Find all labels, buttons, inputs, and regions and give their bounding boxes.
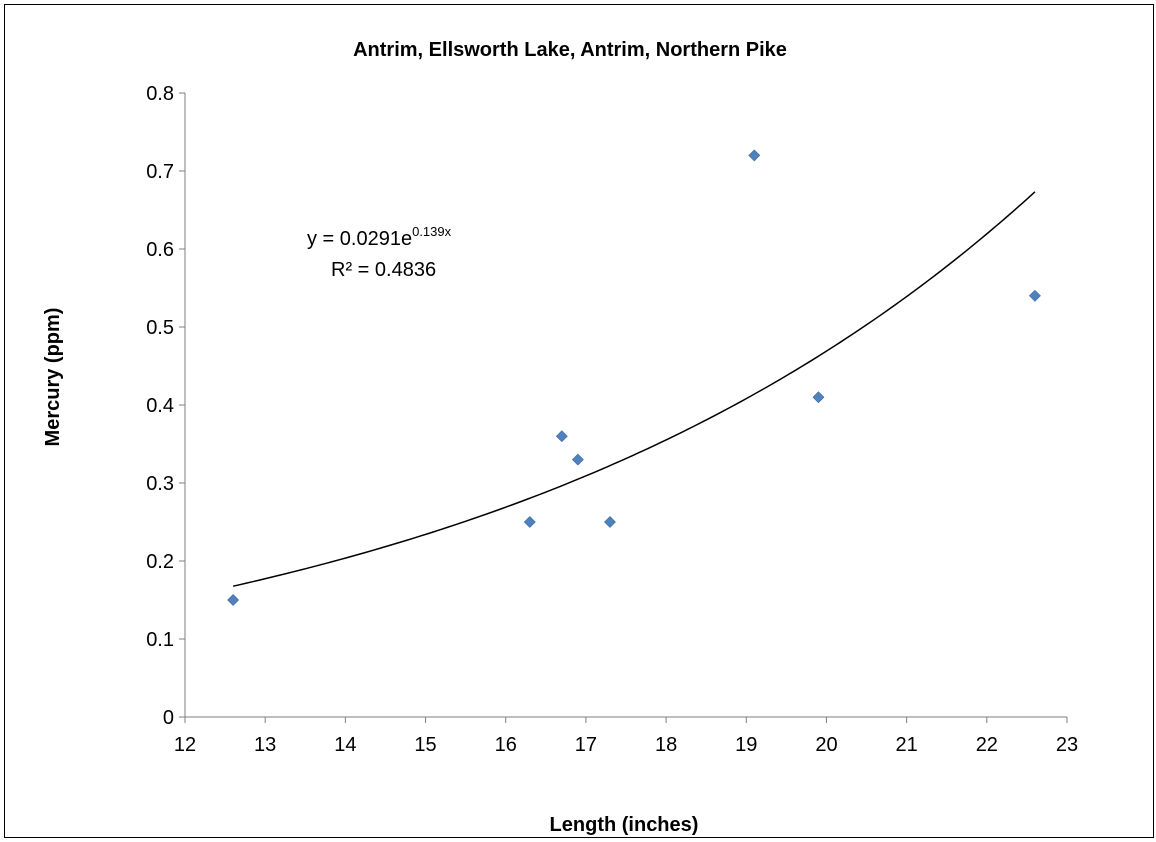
x-tick-label: 18 [655, 734, 677, 756]
data-point [524, 517, 535, 528]
y-axis: 0 0.1 0.2 0.3 0.4 0.5 0.6 0.7 0.8 [146, 83, 185, 729]
y-tick-label: 0.4 [146, 395, 174, 417]
y-tick-label: 0.8 [146, 83, 174, 105]
y-tick-label: 0.7 [146, 161, 174, 183]
x-tick-label: 19 [735, 734, 757, 756]
scatter-chart: Antrim, Ellsworth Lake, Antrim, Northern… [5, 5, 1155, 839]
y-tick-label: 0.1 [146, 629, 174, 651]
x-tick-label: 14 [334, 734, 356, 756]
x-tick-label: 16 [495, 734, 517, 756]
y-tick-label: 0.6 [146, 239, 174, 261]
equation-exponent: 0.139x [412, 224, 452, 239]
y-tick-label: 0.5 [146, 317, 174, 339]
x-tick-label: 17 [575, 734, 597, 756]
y-tick-label: 0.3 [146, 473, 174, 495]
data-point [604, 517, 615, 528]
data-point [1029, 290, 1040, 301]
x-axis-title: Length (inches) [550, 814, 699, 836]
data-point [813, 392, 824, 403]
x-tick-label: 20 [815, 734, 837, 756]
data-points [228, 150, 1041, 606]
x-tick-label: 13 [254, 734, 276, 756]
equation-base: y = 0.0291e [307, 228, 412, 250]
data-point [749, 150, 760, 161]
x-tick-label: 12 [174, 734, 196, 756]
y-tick-label: 0.2 [146, 551, 174, 573]
x-tick-label: 22 [976, 734, 998, 756]
x-axis: 12 13 14 15 16 17 18 19 20 21 22 23 [174, 717, 1078, 756]
r-squared-label: R² = 0.4836 [331, 259, 436, 281]
x-tick-label: 15 [414, 734, 436, 756]
data-point [556, 431, 567, 442]
y-axis-title: Mercury (ppm) [42, 308, 64, 447]
x-tick-label: 21 [896, 734, 918, 756]
y-tick-label: 0 [163, 707, 174, 729]
data-point [572, 454, 583, 465]
trendline-equation: y = 0.0291e0.139x [307, 224, 452, 250]
x-tick-label: 23 [1056, 734, 1078, 756]
chart-frame: Antrim, Ellsworth Lake, Antrim, Northern… [4, 4, 1154, 838]
data-point [228, 595, 239, 606]
chart-title: Antrim, Ellsworth Lake, Antrim, Northern… [353, 39, 787, 61]
trendline [233, 192, 1035, 586]
